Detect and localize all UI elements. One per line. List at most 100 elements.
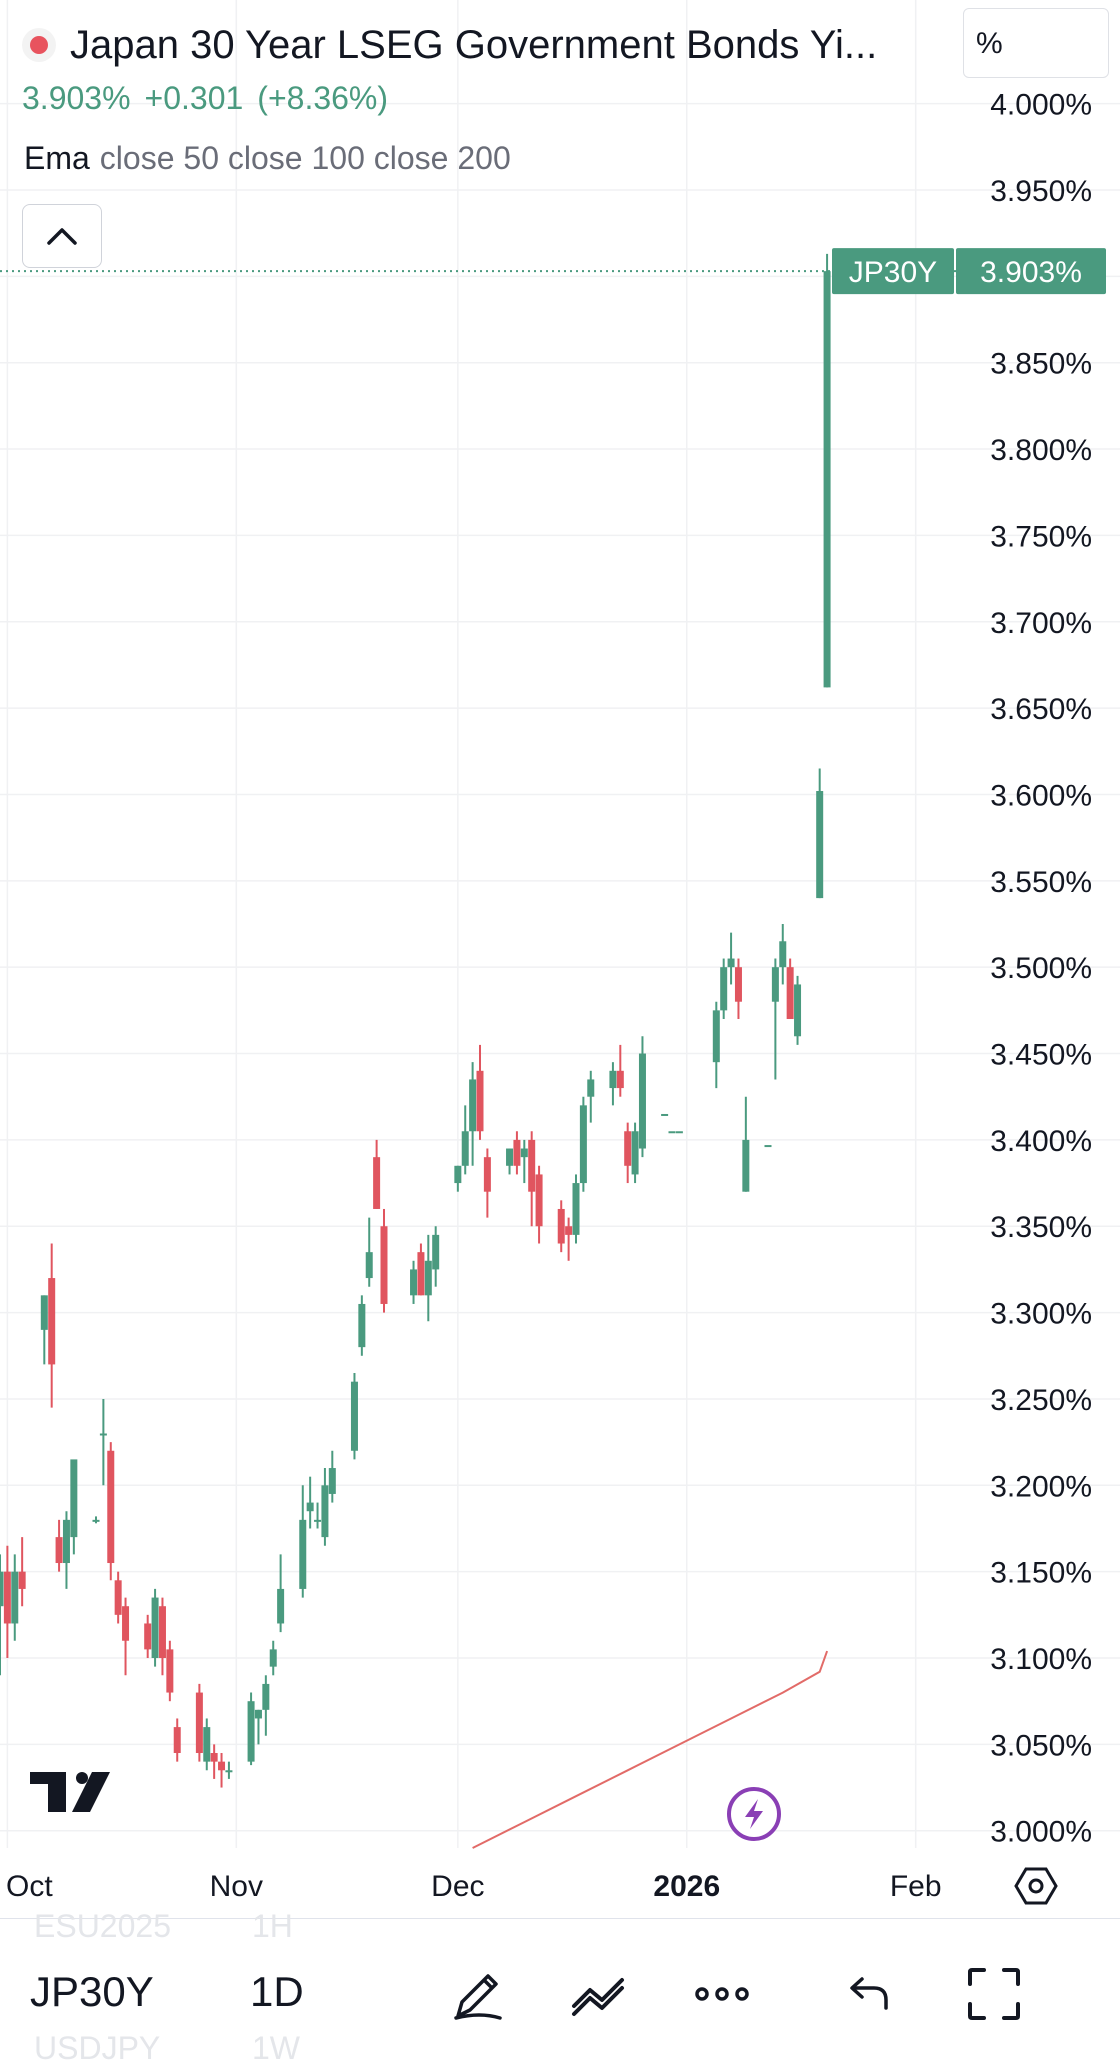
draw-pen-icon[interactable] bbox=[446, 1962, 510, 2026]
candle bbox=[314, 1502, 322, 1529]
candle bbox=[107, 1442, 115, 1581]
candle bbox=[92, 1516, 100, 1524]
candle bbox=[712, 1001, 720, 1089]
candle-body bbox=[225, 1770, 233, 1773]
candle bbox=[373, 1139, 381, 1209]
chevron-up-icon bbox=[47, 228, 77, 245]
price-axis[interactable]: 4.000% 3.950% 3.850% 3.800% 3.750% 3.700% 3.65… bbox=[990, 89, 1092, 1849]
tradingview-logo[interactable] bbox=[30, 1772, 110, 1812]
candle-body bbox=[277, 1588, 285, 1624]
candle-body bbox=[513, 1139, 521, 1166]
candle bbox=[794, 975, 802, 1045]
candle-body bbox=[609, 1070, 617, 1089]
candle bbox=[350, 1373, 358, 1460]
x-tick-label: Dec bbox=[431, 1870, 484, 1903]
candle bbox=[410, 1260, 418, 1304]
time-axis[interactable]: Oct Nov Dec 2026 Feb bbox=[6, 1870, 942, 1903]
indicator-name[interactable]: Ema bbox=[24, 140, 90, 176]
candle-body bbox=[158, 1606, 166, 1659]
candle-body bbox=[816, 791, 824, 899]
symbol-title[interactable]: Japan 30 Year LSEG Government Bonds Yi..… bbox=[70, 22, 878, 67]
candle bbox=[380, 1208, 388, 1313]
last-price-symbol: JP30Y bbox=[849, 256, 937, 289]
price-unit-box[interactable]: % bbox=[963, 8, 1109, 78]
candle-body bbox=[262, 1683, 270, 1710]
candle bbox=[365, 1217, 373, 1287]
candle bbox=[638, 1036, 646, 1158]
candle-body bbox=[528, 1139, 536, 1192]
candle bbox=[247, 1692, 255, 1766]
fullscreen-icon[interactable] bbox=[962, 1962, 1026, 2026]
last-price-value-box bbox=[956, 248, 1106, 295]
y-tick-label: 3.750% bbox=[990, 520, 1092, 553]
candle bbox=[528, 1131, 536, 1227]
candle-body bbox=[254, 1709, 262, 1719]
candle bbox=[40, 1295, 48, 1365]
candle bbox=[572, 1174, 580, 1244]
candle-body bbox=[92, 1519, 100, 1522]
price-row: 3.903% +0.301 (+8.36%) bbox=[22, 80, 402, 117]
candle bbox=[277, 1554, 285, 1633]
symbol-button[interactable]: JP30Y bbox=[30, 1968, 154, 2015]
candle bbox=[321, 1468, 329, 1546]
candle-body bbox=[764, 1145, 772, 1148]
indicator-legend[interactable]: Ema close 50 close 100 close 200 bbox=[24, 140, 511, 177]
candle-body bbox=[269, 1649, 277, 1667]
candle bbox=[476, 1044, 484, 1140]
x-tick-label: Feb bbox=[890, 1870, 942, 1903]
last-price: 3.903% bbox=[22, 80, 131, 116]
candle-body bbox=[579, 1105, 587, 1184]
candle bbox=[424, 1234, 432, 1322]
candle bbox=[218, 1753, 226, 1788]
y-tick-label: 3.100% bbox=[990, 1643, 1092, 1676]
undo-icon[interactable] bbox=[836, 1962, 900, 2026]
candle bbox=[786, 958, 794, 1019]
y-tick-label: 3.550% bbox=[990, 866, 1092, 899]
candle-body bbox=[675, 1131, 683, 1134]
y-tick-label: 3.850% bbox=[990, 348, 1092, 381]
candle bbox=[454, 1165, 462, 1192]
y-tick-label: 3.400% bbox=[990, 1125, 1092, 1158]
candle bbox=[727, 932, 735, 985]
candle bbox=[18, 1537, 26, 1607]
candle-body bbox=[114, 1580, 122, 1615]
candle bbox=[3, 1545, 11, 1659]
collapse-legend-button[interactable] bbox=[22, 204, 102, 268]
candle bbox=[734, 958, 742, 1019]
scroll-edge-icon bbox=[1096, 1962, 1120, 2026]
y-tick-label: 3.450% bbox=[990, 1039, 1092, 1072]
candle-body bbox=[661, 1113, 669, 1116]
candle-body bbox=[321, 1485, 329, 1538]
y-tick-label: 4.000% bbox=[990, 89, 1092, 122]
y-tick-label: 3.700% bbox=[990, 607, 1092, 640]
candle bbox=[328, 1450, 336, 1503]
price-chart[interactable]: JP30Y 3.903% 4.000% 3.950% 3.850% 3.800% 3.75… bbox=[0, 0, 1120, 1918]
candle-body bbox=[144, 1623, 152, 1650]
market-status-icon[interactable] bbox=[22, 28, 56, 62]
candle bbox=[616, 1044, 624, 1097]
candle bbox=[764, 1145, 772, 1148]
candle-body bbox=[328, 1468, 336, 1494]
candle bbox=[461, 1105, 469, 1175]
candle-body bbox=[3, 1571, 11, 1624]
ghost-interval-bottom: 1W bbox=[252, 2030, 300, 2066]
ghost-symbol-bottom: USDJPY bbox=[34, 2030, 161, 2066]
candle bbox=[520, 1139, 528, 1184]
candle bbox=[661, 1113, 669, 1116]
trend-drawing-icon[interactable] bbox=[566, 1962, 630, 2026]
candle-body bbox=[0, 1571, 4, 1607]
candle bbox=[158, 1597, 166, 1676]
y-tick-label: 3.600% bbox=[990, 779, 1092, 812]
candle bbox=[432, 1226, 440, 1287]
bolt-icon[interactable] bbox=[727, 1787, 781, 1841]
candle bbox=[631, 1122, 639, 1184]
more-options-icon[interactable] bbox=[690, 1962, 754, 2026]
candle-body bbox=[520, 1148, 528, 1158]
candle-body bbox=[771, 967, 779, 1002]
candle bbox=[579, 1096, 587, 1192]
candle bbox=[225, 1761, 233, 1779]
interval-button[interactable]: 1D bbox=[250, 1968, 304, 2015]
candle bbox=[535, 1165, 543, 1244]
last-price-symbol-box bbox=[832, 248, 954, 295]
chart-settings-icon[interactable] bbox=[1014, 1867, 1058, 1905]
